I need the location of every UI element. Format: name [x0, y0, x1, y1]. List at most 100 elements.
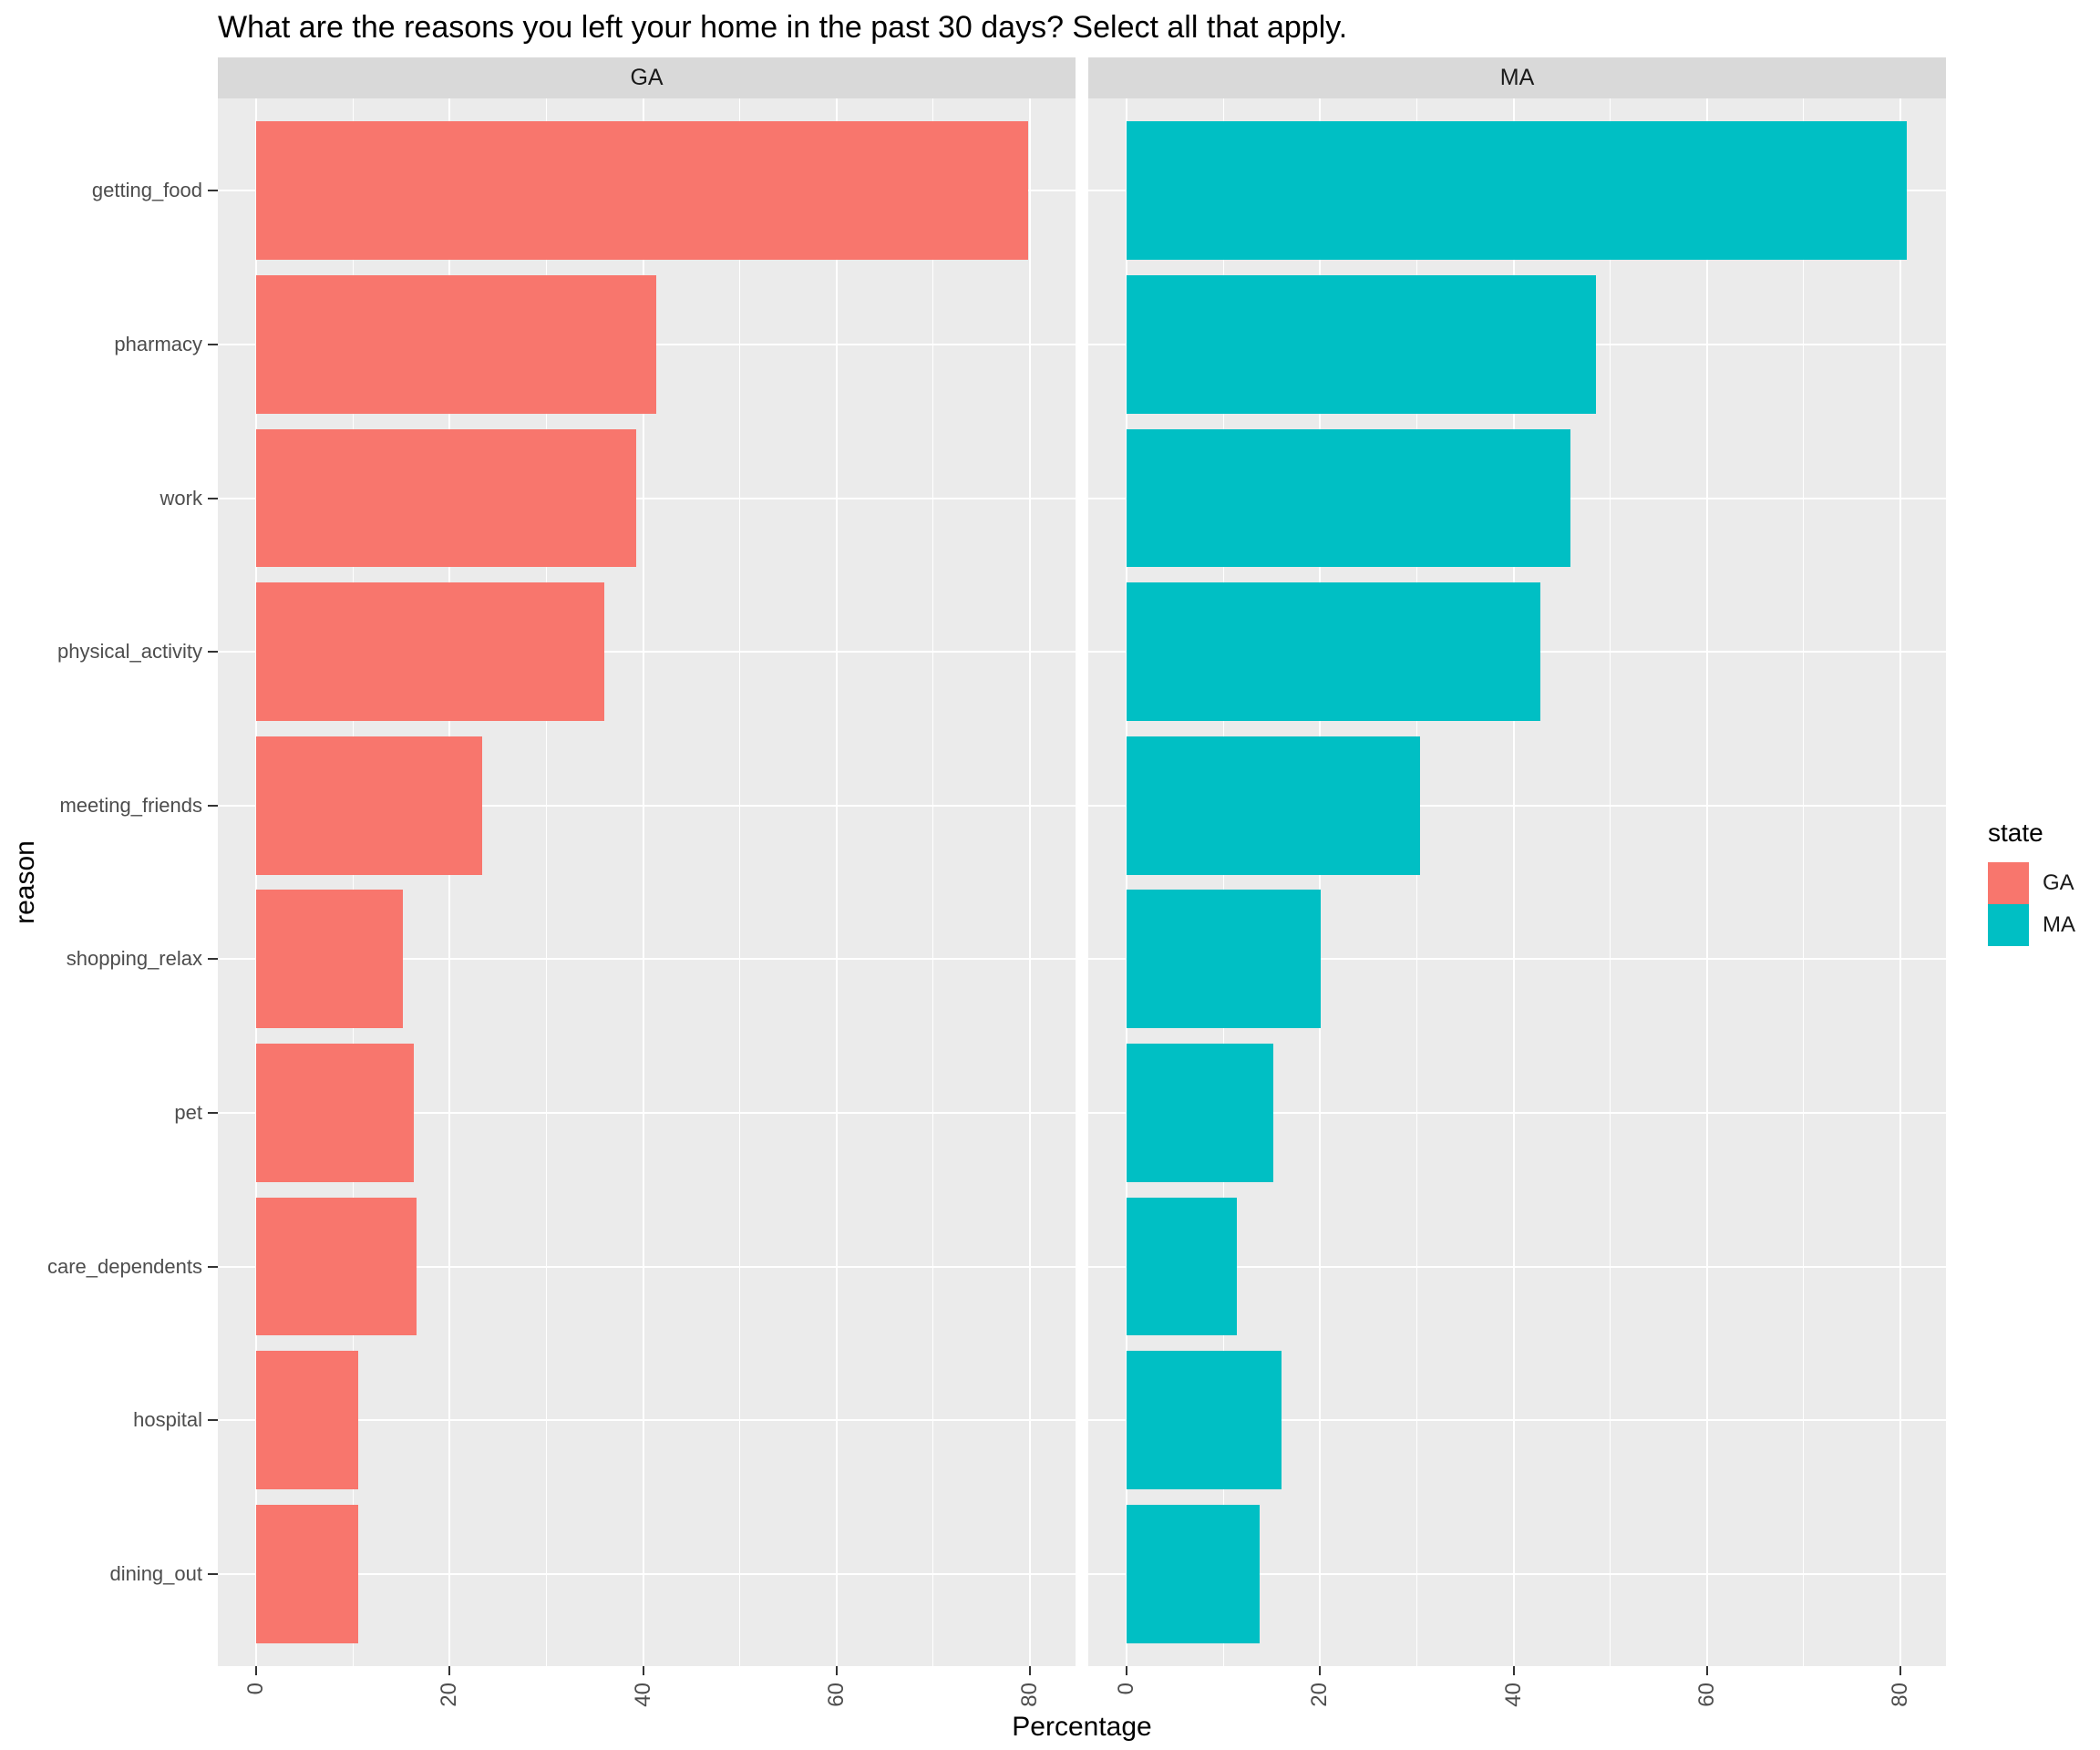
- legend: state GA MA: [1988, 818, 2075, 946]
- x-tick-label: 60: [1693, 1683, 1719, 1707]
- y-tick-mark: [208, 190, 218, 192]
- legend-label-ga: GA: [2043, 870, 2074, 895]
- gridline-minor-vertical: [1222, 98, 1224, 1666]
- gridline-major-horizontal: [1088, 1111, 1946, 1114]
- x-tick-label: 60: [823, 1683, 849, 1707]
- gridline-major-horizontal: [218, 1265, 1076, 1268]
- x-tick-mark: [1899, 1666, 1901, 1675]
- bar-MA-shopping_relax: [1127, 890, 1322, 1029]
- gridline-major-vertical: [1029, 98, 1031, 1666]
- y-tick-mark: [208, 958, 218, 961]
- gridline-major-horizontal: [1088, 1572, 1946, 1575]
- bar-GA-dining_out: [256, 1504, 359, 1643]
- y-tick-mark: [208, 804, 218, 807]
- gridline-major-horizontal: [218, 804, 1076, 807]
- gridline-minor-vertical: [1415, 98, 1417, 1666]
- gridline-minor-vertical: [1610, 98, 1611, 1666]
- gridline-major-horizontal: [218, 958, 1076, 961]
- bar-GA-care_dependents: [256, 1197, 417, 1336]
- y-tick-label-meeting_friends: meeting_friends: [59, 793, 202, 817]
- gridline-major-horizontal: [218, 1572, 1076, 1575]
- bar-GA-hospital: [256, 1351, 359, 1489]
- x-tick-mark: [448, 1666, 451, 1675]
- x-axis-title: Percentage: [1012, 1712, 1152, 1742]
- x-tick-label: 80: [1888, 1683, 1912, 1707]
- y-tick-mark: [208, 651, 218, 654]
- gridline-major-vertical: [448, 98, 451, 1666]
- bar-MA-meeting_friends: [1127, 736, 1420, 875]
- panel-ga: [218, 98, 1076, 1666]
- x-tick-mark: [1029, 1666, 1031, 1675]
- x-tick-mark: [1319, 1666, 1322, 1675]
- y-tick-label-shopping_relax: shopping_relax: [66, 947, 202, 971]
- gridline-major-vertical: [1899, 98, 1901, 1666]
- gridline-major-horizontal: [1088, 804, 1946, 807]
- legend-swatch-ga: [1988, 862, 2029, 904]
- y-tick-mark: [208, 343, 218, 345]
- y-tick-label-care_dependents: care_dependents: [46, 1254, 202, 1278]
- gridline-major-horizontal: [218, 1419, 1076, 1422]
- legend-label-ma: MA: [2043, 912, 2075, 937]
- bar-GA-getting_food: [256, 121, 1028, 261]
- x-tick-label: 80: [1017, 1683, 1042, 1707]
- y-tick-label-getting_food: getting_food: [91, 179, 202, 202]
- bar-GA-physical_activity: [256, 582, 605, 721]
- legend-entry-ma: MA: [1988, 904, 2075, 946]
- bar-MA-dining_out: [1127, 1504, 1261, 1643]
- x-tick-mark: [255, 1666, 257, 1675]
- panel-ma: [1088, 98, 1946, 1666]
- gridline-major-vertical: [255, 98, 257, 1666]
- x-tick-mark: [1705, 1666, 1708, 1675]
- gridline-major-vertical: [1126, 98, 1127, 1666]
- gridline-minor-vertical: [545, 98, 547, 1666]
- legend-swatch-ma: [1988, 904, 2029, 946]
- x-tick-mark: [835, 1666, 838, 1675]
- y-tick-mark: [208, 1572, 218, 1575]
- gridline-major-vertical: [1319, 98, 1322, 1666]
- gridline-major-vertical: [835, 98, 838, 1666]
- bar-GA-meeting_friends: [256, 736, 483, 875]
- facet-strip-label-ga: GA: [630, 65, 664, 90]
- x-tick-label: 40: [1500, 1683, 1526, 1707]
- bar-MA-hospital: [1127, 1351, 1282, 1489]
- x-tick-label: 20: [437, 1683, 462, 1707]
- y-axis-title: reason: [10, 840, 41, 924]
- y-tick-label-pharmacy: pharmacy: [114, 332, 202, 355]
- facet-strip-ma: MA: [1088, 57, 1946, 98]
- bar-MA-pet: [1127, 1044, 1274, 1182]
- y-tick-label-pet: pet: [174, 1100, 202, 1124]
- gridline-minor-vertical: [352, 98, 354, 1666]
- bar-MA-physical_activity: [1127, 582, 1541, 721]
- bar-MA-getting_food: [1127, 121, 1908, 261]
- x-tick-mark: [1126, 1666, 1127, 1675]
- x-tick-label: 20: [1307, 1683, 1333, 1707]
- bar-GA-pet: [256, 1044, 414, 1182]
- bar-GA-work: [256, 428, 637, 568]
- y-tick-label-hospital: hospital: [133, 1408, 202, 1432]
- y-tick-label-dining_out: dining_out: [109, 1561, 202, 1585]
- x-tick-label: 0: [1114, 1683, 1138, 1695]
- y-tick-mark: [208, 1111, 218, 1114]
- y-tick-label-work: work: [160, 486, 202, 510]
- x-tick-label: 40: [630, 1683, 655, 1707]
- bar-MA-work: [1127, 428, 1571, 568]
- gridline-major-horizontal: [218, 651, 1076, 654]
- bar-GA-pharmacy: [256, 275, 657, 414]
- y-tick-mark: [208, 497, 218, 499]
- gridline-major-vertical: [1705, 98, 1708, 1666]
- gridline-major-horizontal: [218, 497, 1076, 499]
- gridline-major-vertical: [642, 98, 644, 1666]
- gridline-minor-vertical: [1803, 98, 1805, 1666]
- chart-title: What are the reasons you left your home …: [218, 10, 1348, 45]
- facet-strip-label-ma: MA: [1499, 65, 1535, 90]
- y-tick-mark: [208, 1419, 218, 1422]
- gridline-major-horizontal: [1088, 1265, 1946, 1268]
- gridline-major-vertical: [1512, 98, 1515, 1666]
- facet-strip-ga: GA: [218, 57, 1076, 98]
- x-tick-mark: [642, 1666, 644, 1675]
- gridline-major-horizontal: [218, 1111, 1076, 1114]
- legend-title: state: [1988, 818, 2043, 847]
- gridline-minor-vertical: [739, 98, 741, 1666]
- gridline-major-horizontal: [1088, 1419, 1946, 1422]
